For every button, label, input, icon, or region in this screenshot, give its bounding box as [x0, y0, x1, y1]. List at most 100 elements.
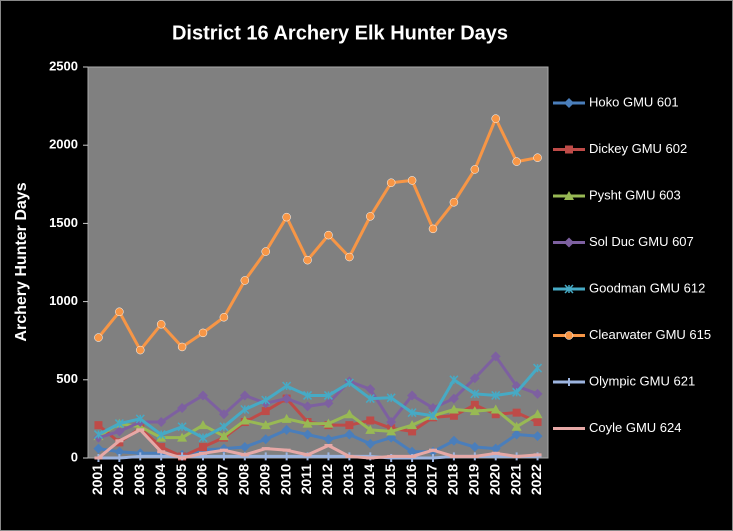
data-point [345, 421, 354, 430]
legend-label: Pysht GMU 603 [589, 187, 681, 202]
data-point [469, 373, 480, 384]
data-point [93, 443, 104, 454]
data-point [261, 247, 270, 256]
data-point [448, 404, 459, 414]
x-tick-label: 2015 [382, 464, 398, 495]
data-point [469, 406, 480, 416]
data-point [115, 454, 124, 462]
data-point [344, 378, 354, 388]
data-point [366, 212, 375, 221]
data-point [323, 398, 334, 409]
data-point [366, 416, 375, 425]
data-point [512, 408, 521, 417]
data-point [345, 252, 354, 262]
data-point [448, 393, 459, 404]
data-point [260, 420, 271, 430]
data-point [532, 388, 543, 399]
data-point [114, 446, 125, 457]
legend-label: Coyle GMU 624 [589, 420, 681, 435]
data-point [240, 276, 250, 285]
data-point [490, 351, 501, 362]
data-point [303, 390, 313, 400]
data-point [407, 176, 417, 185]
data-point [429, 454, 437, 462]
data-point [198, 390, 208, 401]
x-tick-label: 2007 [215, 464, 231, 495]
x-tick-label: 2002 [110, 464, 126, 495]
data-point [449, 411, 458, 420]
data-point [491, 114, 500, 123]
data-point [323, 434, 334, 445]
data-point [532, 409, 543, 419]
data-point [198, 433, 208, 443]
data-point [282, 212, 291, 222]
data-point [407, 390, 418, 401]
data-point [240, 404, 250, 415]
legend-marker [564, 98, 574, 108]
data-point [261, 407, 270, 416]
data-point [156, 417, 167, 428]
data-point [281, 393, 292, 404]
data-point [470, 400, 479, 409]
data-point [239, 415, 250, 425]
x-tick-label: 2009 [256, 464, 272, 495]
data-point [365, 394, 375, 404]
data-point [324, 230, 333, 240]
data-point [260, 434, 271, 445]
data-point [177, 422, 187, 432]
x-tick-label: 2019 [466, 464, 482, 495]
data-point [512, 387, 522, 397]
data-point [94, 421, 103, 430]
series-line [97, 428, 538, 460]
legend-marker [564, 284, 574, 294]
data-point [177, 402, 188, 413]
x-tick-label: 2011 [298, 464, 314, 495]
legend-marker [564, 191, 574, 200]
legend-label: Dickey GMU 602 [589, 141, 687, 156]
legend-marker [564, 237, 574, 248]
x-tick-label: 2010 [277, 464, 293, 495]
data-point [302, 418, 313, 428]
x-tick-label: 2020 [486, 464, 502, 495]
x-tick-label: 2022 [528, 464, 544, 495]
data-point [115, 307, 124, 317]
data-point [219, 312, 229, 322]
data-point [156, 320, 166, 329]
data-point [136, 452, 145, 461]
data-point [365, 424, 376, 434]
data-point [302, 401, 313, 412]
y-tick-label: 1000 [49, 293, 78, 308]
data-point [281, 413, 292, 423]
data-point [198, 328, 208, 338]
legend-label: Hoko GMU 601 [589, 94, 679, 109]
data-point [199, 443, 207, 452]
data-point [198, 420, 208, 430]
x-tick-label: 2017 [424, 464, 440, 495]
x-tick-label: 2003 [131, 464, 147, 495]
y-axis-label: Archery Hunter Days [13, 182, 30, 341]
data-point [490, 443, 501, 454]
data-point [93, 430, 103, 440]
data-point [512, 157, 521, 166]
data-point [114, 419, 124, 429]
data-point [135, 414, 145, 424]
data-point [491, 410, 500, 419]
series-line [97, 117, 538, 352]
legend-label: Olympic GMU 621 [589, 373, 695, 388]
data-point [239, 390, 250, 401]
x-tick-label: 2021 [507, 464, 523, 495]
data-point [157, 452, 166, 461]
data-point [344, 429, 355, 440]
y-tick-label: 2000 [49, 137, 78, 152]
data-point [511, 421, 522, 431]
data-point [344, 409, 355, 419]
data-point [386, 178, 396, 187]
data-point [449, 198, 459, 207]
data-point [490, 404, 501, 414]
plot-area [87, 66, 549, 459]
data-point [533, 153, 542, 162]
legend-marker [564, 331, 574, 340]
chart-title: District 16 Archery Elk Hunter Days [172, 22, 508, 44]
data-point [365, 384, 376, 395]
